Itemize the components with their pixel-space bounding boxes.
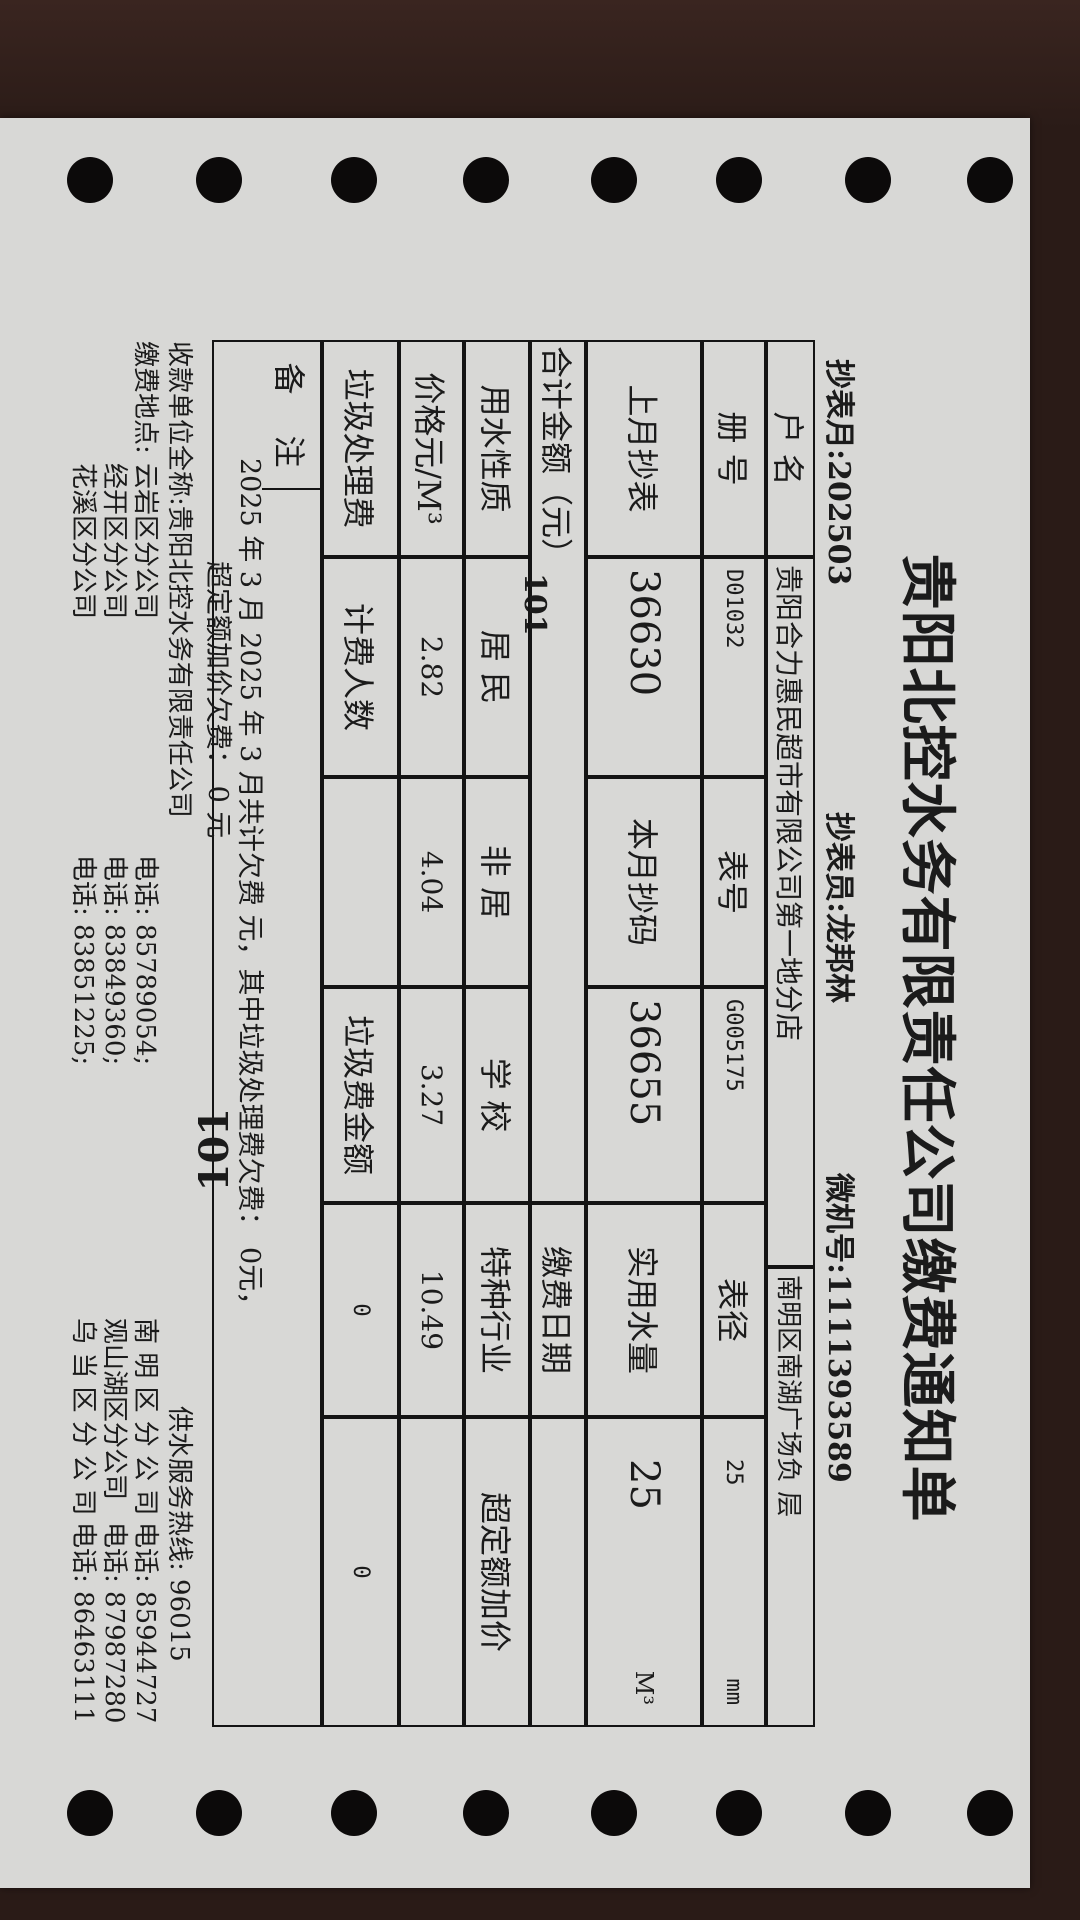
actual-usage-cell: 25 M³ xyxy=(586,1417,702,1727)
feed-hole xyxy=(716,157,762,203)
book-no: D01032 xyxy=(702,557,766,777)
service-hotline: 供水服务热线: 96015 xyxy=(164,1406,194,1662)
feed-hole xyxy=(331,157,377,203)
last-reading-label: 上月抄表 xyxy=(586,340,702,557)
water-type-special: 特种行业 xyxy=(464,1203,530,1417)
meter-no: G005175 xyxy=(702,987,766,1203)
total-amount-label: 合计金额（元） xyxy=(530,340,586,1203)
last-reading: 36630 xyxy=(586,557,702,777)
payment-notice-paper: 贵阳北控水务有限责任公司缴费通知单 抄表月:202503 抄表员:龙邦林 微机号… xyxy=(0,118,1030,1888)
actual-usage: 25 xyxy=(621,1459,667,1510)
garbage-amount-label: 垃圾费金额 xyxy=(322,987,399,1203)
actual-usage-label: 实用水量 xyxy=(586,1203,702,1417)
arrears-total: 101 xyxy=(191,1108,238,1192)
feed-hole xyxy=(591,1790,637,1836)
feed-hole xyxy=(845,1790,891,1836)
meter-diameter-label: 表径 xyxy=(702,1203,766,1417)
water-type-label: 用水性质 xyxy=(464,340,530,557)
meter-no-label: 表号 xyxy=(702,777,766,987)
branch-phone: 电话: 83851225; xyxy=(68,855,98,1066)
feed-hole xyxy=(716,1790,762,1836)
feed-hole xyxy=(196,157,242,203)
payment-date-label: 缴费日期 xyxy=(530,1203,586,1417)
branch-name: 花溪区分公司 xyxy=(68,463,98,620)
feed-hole xyxy=(967,157,1013,203)
feed-hole xyxy=(967,1790,1013,1836)
address: 南明区南湖广场负 层 xyxy=(766,1267,815,1727)
water-type-non-resident: 非 居 xyxy=(464,777,530,987)
meter-diameter-cell: 25 mm xyxy=(702,1417,766,1727)
price-non-resident: 4.04 xyxy=(399,777,464,987)
feed-hole xyxy=(67,157,113,203)
payment-date xyxy=(530,1417,586,1727)
document-title: 贵阳北控水务有限责任公司缴费通知单 xyxy=(894,553,960,1523)
meter-reader: 抄表员:龙邦林 xyxy=(821,812,856,1004)
garbage-fee-label: 垃圾处理费 xyxy=(322,340,399,557)
current-reading: 36655 xyxy=(586,987,702,1203)
current-reading-label: 本月抄码 xyxy=(586,777,702,987)
account-name-label: 户 名 xyxy=(766,340,815,557)
billing-people xyxy=(322,777,399,987)
garbage-amount: 0 xyxy=(322,1203,399,1417)
branch-name: 乌 当 区 分 公 司 xyxy=(68,1318,98,1516)
price-resident: 2.82 xyxy=(399,557,464,777)
book-no-label: 册 号 xyxy=(702,340,766,557)
water-type-school: 学 校 xyxy=(464,987,530,1203)
meter-diameter-unit: mm xyxy=(721,1678,747,1706)
actual-usage-unit: M³ xyxy=(630,1670,658,1705)
payee-name: 收款单位全称:贵阳北控水务有限责任公司 xyxy=(164,341,194,818)
price-over-quota xyxy=(399,1417,464,1727)
price-school: 3.27 xyxy=(399,987,464,1203)
background xyxy=(0,0,1080,130)
price-label: 价格元/M³ xyxy=(399,340,464,557)
feed-hole xyxy=(591,157,637,203)
payment-place-label: 缴费地点: xyxy=(130,341,160,454)
feed-hole xyxy=(196,1790,242,1836)
feed-hole xyxy=(331,1790,377,1836)
account-name: 贵阳合力惠民超市有限公司第一地分店 xyxy=(766,557,815,1267)
billing-people-label: 计费人数 xyxy=(322,557,399,777)
garbage-extra: 0 xyxy=(322,1417,399,1727)
meter-diameter: 25 xyxy=(721,1459,747,1486)
price-special: 10.49 xyxy=(399,1203,464,1417)
water-type-over-quota: 超定额加价 xyxy=(464,1417,530,1727)
feed-hole xyxy=(845,157,891,203)
computer-number: 微机号:1111393589 xyxy=(821,1173,856,1483)
branch-phone: 电话: 86463111 xyxy=(68,1522,98,1724)
water-type-resident: 居 民 xyxy=(464,557,530,777)
feed-hole xyxy=(463,157,509,203)
feed-hole xyxy=(463,1790,509,1836)
feed-hole xyxy=(67,1790,113,1836)
remarks-line-2: 超定额加价欠费： 0 元 xyxy=(202,561,233,839)
reading-month: 抄表月:202503 xyxy=(821,359,856,586)
